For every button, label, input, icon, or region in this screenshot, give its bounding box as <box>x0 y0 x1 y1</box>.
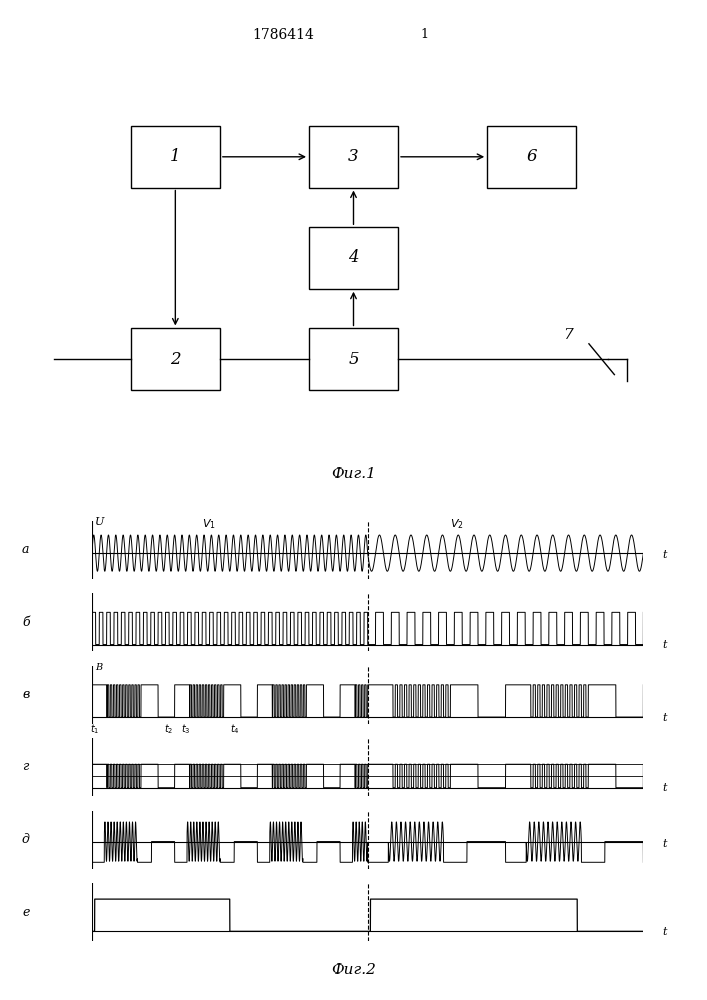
Bar <box>131 126 220 188</box>
Bar <box>309 328 398 390</box>
Text: $V_2$: $V_2$ <box>450 517 464 531</box>
Text: Фиг.2: Фиг.2 <box>331 963 376 977</box>
Text: В: В <box>95 663 102 672</box>
Text: 1: 1 <box>420 28 428 41</box>
Text: г: г <box>23 760 29 774</box>
Text: Фиг.1: Фиг.1 <box>331 467 376 481</box>
Text: 3: 3 <box>348 148 359 165</box>
Text: $V_1$: $V_1$ <box>202 517 216 531</box>
Text: 1: 1 <box>170 148 181 165</box>
Text: в: в <box>22 688 30 701</box>
Bar <box>309 126 398 188</box>
Text: t: t <box>662 640 667 650</box>
Text: t: t <box>662 839 667 849</box>
Text: а: а <box>22 543 30 556</box>
Text: t: t <box>662 783 667 793</box>
Text: 1786414: 1786414 <box>252 28 314 42</box>
Text: д: д <box>22 833 30 846</box>
Text: t: t <box>662 927 667 937</box>
Text: 5: 5 <box>348 351 359 368</box>
Text: 6: 6 <box>526 148 537 165</box>
Bar <box>309 227 398 289</box>
Text: 2: 2 <box>170 351 181 368</box>
Text: $t_1$: $t_1$ <box>90 722 100 736</box>
Text: $t_4$: $t_4$ <box>230 722 240 736</box>
Text: е: е <box>22 906 30 918</box>
Text: $t_2$: $t_2$ <box>165 722 174 736</box>
Bar <box>487 126 576 188</box>
Bar <box>131 328 220 390</box>
Text: б: б <box>22 615 30 629</box>
Text: $t_3$: $t_3$ <box>181 722 190 736</box>
Text: t: t <box>662 550 667 560</box>
Text: 4: 4 <box>348 249 359 266</box>
Text: U: U <box>95 517 104 527</box>
Text: 7: 7 <box>563 328 573 342</box>
Text: t: t <box>662 713 667 723</box>
